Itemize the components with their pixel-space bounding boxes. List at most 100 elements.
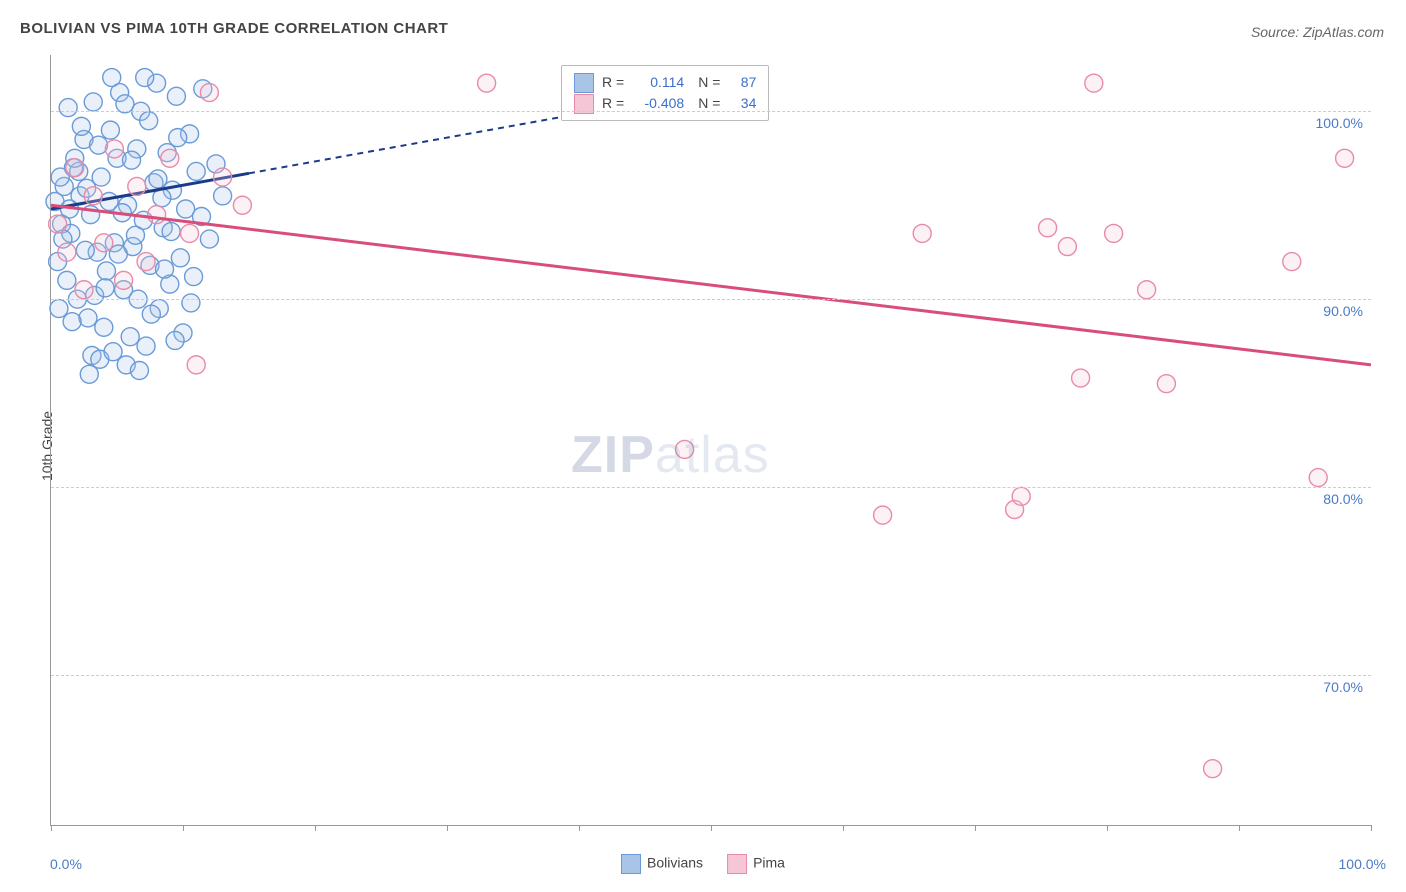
scatter-point <box>137 337 155 355</box>
stats-n-label: N = <box>698 72 720 93</box>
y-tick-label: 100.0% <box>1316 115 1363 131</box>
scatter-point <box>136 69 154 87</box>
scatter-point <box>80 365 98 383</box>
x-tick-mark <box>183 825 184 831</box>
scatter-point <box>116 95 134 113</box>
scatter-point <box>200 230 218 248</box>
scatter-point <box>1105 224 1123 242</box>
scatter-point <box>1157 375 1175 393</box>
legend-label: Bolivians <box>647 855 703 871</box>
scatter-point <box>1072 369 1090 387</box>
scatter-point <box>149 170 167 188</box>
scatter-point <box>200 84 218 102</box>
scatter-point <box>1138 281 1156 299</box>
scatter-point <box>187 162 205 180</box>
scatter-point <box>96 279 114 297</box>
legend-item: Bolivians <box>621 854 703 874</box>
scatter-plot <box>51 55 1371 825</box>
scatter-point <box>1085 74 1103 92</box>
scatter-point <box>1012 487 1030 505</box>
scatter-point <box>214 168 232 186</box>
scatter-point <box>142 305 160 323</box>
chart-area: ZIPatlas R =0.114N =87R =-0.408N =34 70.… <box>50 55 1371 826</box>
scatter-point <box>874 506 892 524</box>
gridline <box>51 111 1371 112</box>
scatter-point <box>187 356 205 374</box>
scatter-point <box>1058 238 1076 256</box>
scatter-point <box>161 149 179 167</box>
scatter-point <box>233 196 251 214</box>
y-tick-label: 90.0% <box>1323 303 1363 319</box>
legend-item: Pima <box>727 854 785 874</box>
stats-n-value: 87 <box>728 72 756 93</box>
scatter-point <box>130 362 148 380</box>
scatter-point <box>97 262 115 280</box>
scatter-point <box>75 281 93 299</box>
x-tick-mark <box>315 825 316 831</box>
scatter-point <box>171 249 189 267</box>
scatter-point <box>162 223 180 241</box>
scatter-point <box>123 151 141 169</box>
scatter-point <box>66 159 84 177</box>
scatter-point <box>95 234 113 252</box>
stats-r-label: R = <box>602 72 624 93</box>
scatter-point <box>148 206 166 224</box>
scatter-point <box>79 309 97 327</box>
bottom-legend: Bolivians Pima <box>621 854 785 874</box>
legend-swatch <box>727 854 747 874</box>
scatter-point <box>169 129 187 147</box>
scatter-point <box>185 268 203 286</box>
scatter-point <box>50 300 68 318</box>
scatter-point <box>1309 469 1327 487</box>
x-tick-mark <box>579 825 580 831</box>
scatter-point <box>126 226 144 244</box>
x-axis-min-label: 0.0% <box>50 856 82 872</box>
scatter-point <box>84 187 102 205</box>
scatter-point <box>167 87 185 105</box>
scatter-point <box>95 318 113 336</box>
x-tick-mark <box>447 825 448 831</box>
x-tick-mark <box>843 825 844 831</box>
scatter-point <box>140 112 158 130</box>
scatter-point <box>49 215 67 233</box>
scatter-point <box>58 243 76 261</box>
scatter-point <box>115 271 133 289</box>
scatter-point <box>1039 219 1057 237</box>
scatter-point <box>137 253 155 271</box>
scatter-point <box>104 343 122 361</box>
y-tick-label: 80.0% <box>1323 491 1363 507</box>
scatter-point <box>103 69 121 87</box>
scatter-point <box>76 241 94 259</box>
trend-line-solid <box>51 205 1371 365</box>
scatter-point <box>181 224 199 242</box>
scatter-point <box>105 140 123 158</box>
source-label: Source: ZipAtlas.com <box>1251 24 1384 40</box>
scatter-point <box>101 121 119 139</box>
x-tick-mark <box>975 825 976 831</box>
scatter-point <box>166 331 184 349</box>
x-tick-mark <box>1239 825 1240 831</box>
stats-legend-box: R =0.114N =87R =-0.408N =34 <box>561 65 769 121</box>
x-tick-mark <box>711 825 712 831</box>
legend-label: Pima <box>753 855 785 871</box>
stats-r-value: 0.114 <box>632 72 684 93</box>
scatter-point <box>72 117 90 135</box>
scatter-point <box>84 93 102 111</box>
chart-title: BOLIVIAN VS PIMA 10TH GRADE CORRELATION … <box>20 20 448 37</box>
stats-row: R = 0.114 N = 87 <box>574 72 756 93</box>
x-tick-mark <box>1107 825 1108 831</box>
scatter-point <box>676 440 694 458</box>
scatter-point <box>214 187 232 205</box>
scatter-point <box>63 313 81 331</box>
scatter-point <box>182 294 200 312</box>
x-axis-max-label: 100.0% <box>1339 856 1386 872</box>
scatter-point <box>121 328 139 346</box>
stats-swatch <box>574 73 594 93</box>
legend-swatch <box>621 854 641 874</box>
x-tick-mark <box>51 825 52 831</box>
scatter-point <box>90 136 108 154</box>
gridline <box>51 299 1371 300</box>
gridline <box>51 675 1371 676</box>
y-tick-label: 70.0% <box>1323 679 1363 695</box>
scatter-point <box>128 177 146 195</box>
